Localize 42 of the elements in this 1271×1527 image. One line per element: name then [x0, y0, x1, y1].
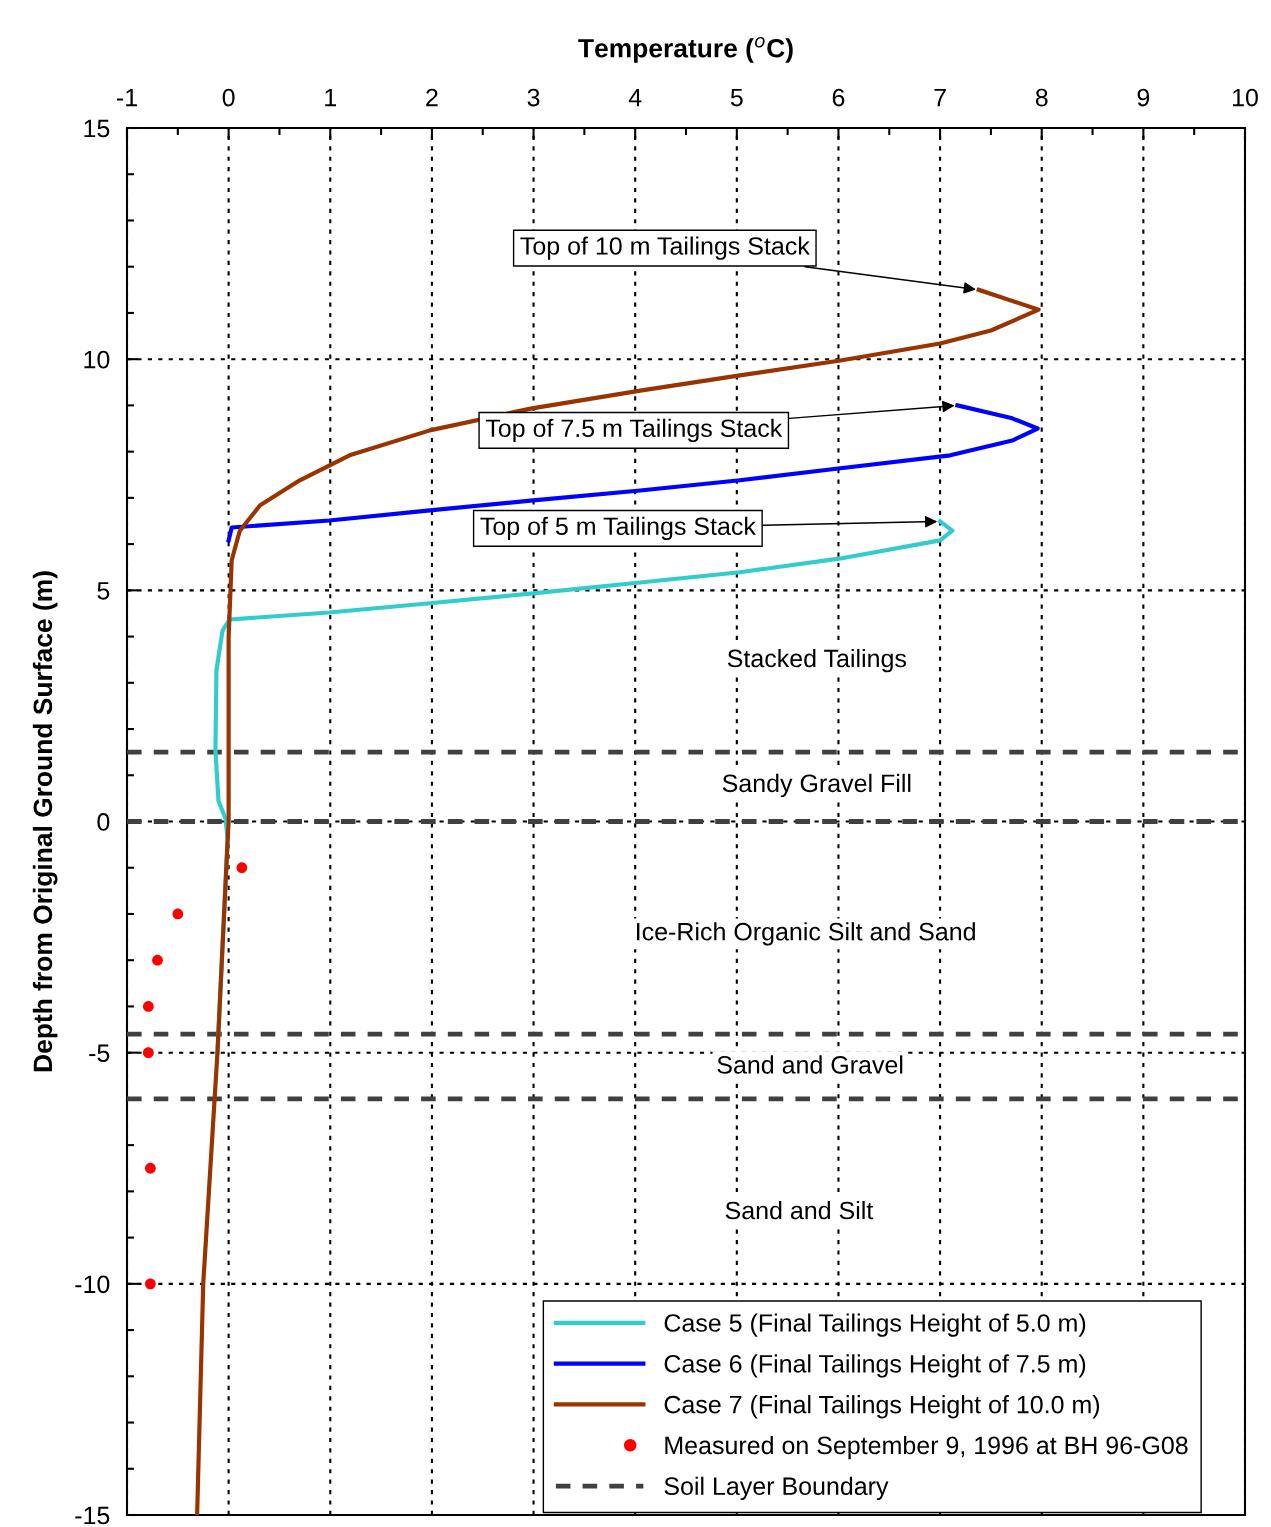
annotation: Top of 10 m Tailings Stack	[520, 236, 810, 260]
point	[236, 862, 248, 874]
point	[142, 1001, 154, 1012]
x-tick-label: 5	[730, 88, 743, 107]
y-axis-title: Depth from Original Ground Surface (m)	[32, 571, 58, 1072]
annotation: Top of 5 m Tailings Stack	[480, 516, 756, 541]
annotation: Stacked Tailings	[727, 648, 907, 673]
legend-label: Case 5 (Final Tailings Height of 5.0 m)	[664, 1313, 1086, 1337]
annotation: Sand and Silt	[725, 1200, 874, 1220]
legend-label: Case 6 (Final Tailings Height of 7.5 m)	[664, 1354, 1086, 1378]
x-axis-title: Temperature ($^{o}$C)	[578, 36, 793, 63]
x-tick-label: 4	[628, 88, 642, 107]
y-tick-label: 10	[84, 350, 110, 369]
point	[145, 1278, 156, 1290]
y-tick-label: -15	[75, 1506, 110, 1525]
annotation: Sand and Gravel	[717, 1055, 903, 1074]
x-tick-label: 3	[527, 88, 540, 107]
y-tick-label: 15	[84, 119, 110, 138]
point	[152, 954, 163, 966]
x-tick-label: 7	[934, 88, 946, 107]
x-tick-label: 2	[426, 88, 438, 107]
point	[145, 1162, 156, 1174]
annotation: Sandy Gravel Fill	[722, 773, 911, 798]
annotation: Top of 7.5 m Tailings Stack	[485, 418, 783, 443]
line-series	[226, 403, 1040, 543]
y-tick-label: 0	[97, 813, 110, 831]
legend-label: Soil Layer Boundary	[664, 1476, 889, 1500]
y-tick-label: -5	[89, 1044, 110, 1062]
point	[142, 1047, 154, 1059]
x-tick-label: 10	[1233, 88, 1258, 107]
x-tick-label: 1	[325, 88, 337, 107]
point	[172, 908, 184, 920]
x-tick-label: -1	[117, 88, 137, 107]
legend-label: Case 7 (Final Tailings Height of 10.0 m)	[664, 1395, 1100, 1419]
x-tick-label: 9	[1137, 88, 1150, 107]
x-tick-label: 8	[1035, 88, 1048, 107]
x-tick-label: 6	[832, 88, 845, 107]
annotation: Ice-Rich Organic Silt and Sand	[637, 922, 975, 946]
y-tick-label: -10	[75, 1275, 110, 1294]
y-tick-label: 5	[97, 582, 110, 600]
x-tick-label: 0	[222, 88, 235, 107]
legend-label: Measured on September 9, 1996 at BH 96-G08	[665, 1435, 1188, 1460]
